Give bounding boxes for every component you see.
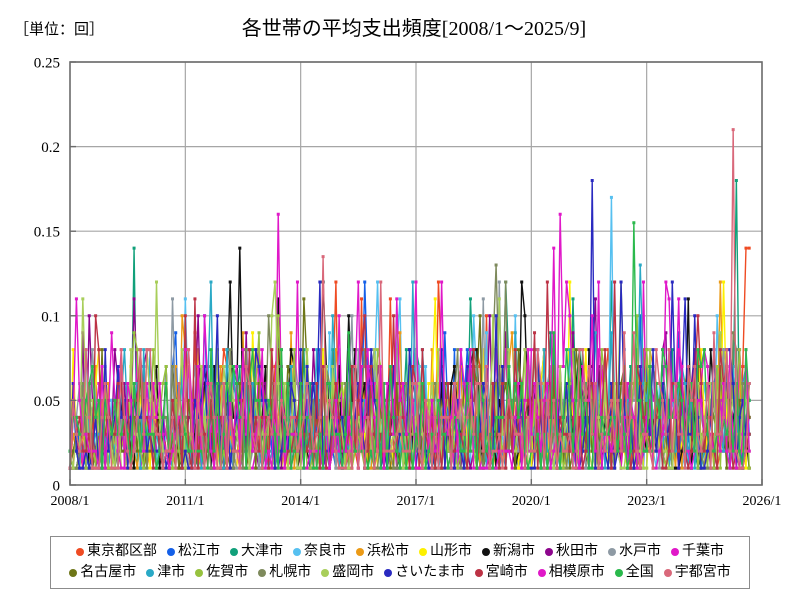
x-axis-tick-label: 2008/1 <box>51 494 90 509</box>
legend-color-swatch <box>76 547 84 556</box>
legend-color-swatch <box>474 568 483 577</box>
series-layer <box>68 128 751 470</box>
legend-color-swatch <box>482 547 490 556</box>
legend-label: さいたま市 <box>395 564 465 580</box>
legend-label: 宮崎市 <box>485 564 528 580</box>
legend-item[interactable]: 千葉市 <box>671 543 724 559</box>
legend-item[interactable]: 名古屋市 <box>69 564 137 580</box>
legend-color-swatch <box>537 568 546 577</box>
unit-label: ［単位：回］ <box>14 22 105 38</box>
legend-label: 盛岡市 <box>332 564 375 580</box>
y-axis-tick-label: 0.25 <box>34 56 60 72</box>
legend-color-swatch <box>69 568 78 577</box>
legend-color-swatch <box>545 547 553 556</box>
legend-label: 水戸市 <box>619 543 661 559</box>
legend-item[interactable]: 盛岡市 <box>321 564 375 580</box>
legend-label: 全国 <box>625 564 654 580</box>
legend-label: 相模原市 <box>548 564 605 580</box>
legend-label: 東京都区部 <box>87 543 157 559</box>
legend-item[interactable]: 札幌市 <box>258 564 312 580</box>
tick-label-layer: 0 0.05 0.1 0.15 0.2 0.25 2008/1 2011/1 2014/1 201… <box>34 56 782 510</box>
legend-label: 佐賀市 <box>206 564 249 580</box>
legend-label: 秋田市 <box>556 543 598 559</box>
legend-label: 新潟市 <box>493 543 535 559</box>
legend-item[interactable]: 津市 <box>146 564 186 580</box>
legend-item[interactable]: 秋田市 <box>545 543 598 559</box>
x-axis-tick-label: 2020/1 <box>512 494 551 509</box>
chart-series <box>68 128 751 470</box>
legend-color-swatch <box>663 568 672 577</box>
legend-row: 東京都区部 松江市 大津市 奈良市 浜松市 山形市 新潟市 秋田市 水戸市 千葉市 <box>57 541 743 562</box>
legend-color-swatch <box>384 568 393 577</box>
legend-label: 大津市 <box>241 543 283 559</box>
legend-color-swatch <box>356 547 364 556</box>
legend-label: 松江市 <box>178 543 220 559</box>
y-axis-tick-label: 0.15 <box>34 225 60 241</box>
y-axis-tick-label: 0.1 <box>41 309 60 325</box>
legend-item[interactable]: 浜松市 <box>356 543 409 559</box>
legend-item[interactable]: さいたま市 <box>384 564 465 580</box>
legend-item[interactable]: 奈良市 <box>293 543 346 559</box>
legend-label: 浜松市 <box>367 543 409 559</box>
legend-color-swatch <box>293 547 301 556</box>
legend-color-swatch <box>230 547 238 556</box>
axis-layer <box>69 61 763 486</box>
legend-label: 宇都宮市 <box>674 564 731 580</box>
chart-legend: 東京都区部 松江市 大津市 奈良市 浜松市 山形市 新潟市 秋田市 水戸市 千葉市名古屋市 津市 佐賀… <box>50 536 750 589</box>
legend-label: 山形市 <box>430 543 472 559</box>
legend-item[interactable]: 水戸市 <box>608 543 661 559</box>
legend-color-swatch <box>419 547 427 556</box>
legend-color-swatch <box>146 568 155 577</box>
legend-item[interactable]: 全国 <box>614 564 654 580</box>
legend-item[interactable]: 山形市 <box>419 543 472 559</box>
legend-label: 奈良市 <box>304 543 346 559</box>
y-axis-tick-label: 0.2 <box>41 140 60 156</box>
x-axis-tick-label: 2017/1 <box>397 494 436 509</box>
legend-item[interactable]: 新潟市 <box>482 543 535 559</box>
legend-label: 名古屋市 <box>80 564 137 580</box>
legend-color-swatch <box>195 568 204 577</box>
legend-item[interactable]: 宮崎市 <box>474 564 528 580</box>
x-axis-tick-label: 2011/1 <box>166 494 204 509</box>
chart-title: 各世帯の平均支出頻度[2008/1～2025/9] <box>241 18 587 40</box>
legend-color-swatch <box>167 547 175 556</box>
chart-plot-area: 0 0.05 0.1 0.15 0.2 0.25 2008/1 2011/1 2014/1 201… <box>34 56 782 510</box>
legend-item[interactable]: 松江市 <box>167 543 220 559</box>
legend-color-swatch <box>671 547 679 556</box>
x-axis-tick-label: 2014/1 <box>281 494 320 509</box>
x-axis-tick-label: 2026/1 <box>743 494 782 509</box>
legend-item[interactable]: 相模原市 <box>537 564 605 580</box>
legend-item[interactable]: 東京都区部 <box>76 543 157 559</box>
legend-label: 札幌市 <box>269 564 312 580</box>
y-axis-tick-label: 0 <box>53 479 61 495</box>
legend-color-swatch <box>614 568 623 577</box>
legend-row: 名古屋市 津市 佐賀市 札幌市 盛岡市 さいたま市 宮崎市 相模原市 全国 宇都宮市 <box>57 562 743 583</box>
legend-label: 津市 <box>157 564 186 580</box>
legend-item[interactable]: 佐賀市 <box>195 564 249 580</box>
legend-label: 千葉市 <box>682 543 724 559</box>
legend-item[interactable]: 大津市 <box>230 543 283 559</box>
legend-item[interactable]: 宇都宮市 <box>663 564 731 580</box>
legend-color-swatch <box>258 568 267 577</box>
x-axis-tick-label: 2023/1 <box>627 494 666 509</box>
legend-color-swatch <box>321 568 330 577</box>
legend-color-swatch <box>608 547 616 556</box>
y-axis-tick-label: 0.05 <box>34 394 60 410</box>
